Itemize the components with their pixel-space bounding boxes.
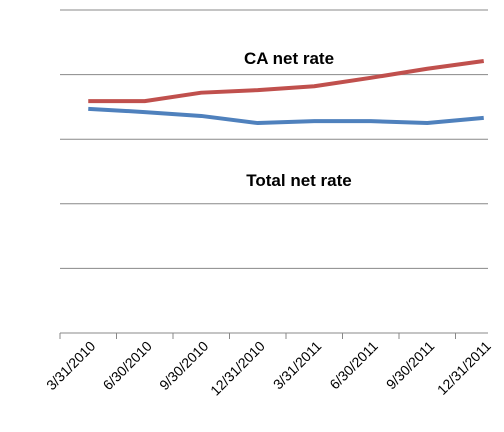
series-line — [88, 59, 485, 104]
x-tick-label: 9/30/2010 — [156, 338, 212, 394]
series-label: CA net rate — [244, 49, 334, 68]
x-tick-label: 6/30/2011 — [326, 338, 381, 393]
x-tick-label: 12/31/2010 — [207, 338, 268, 399]
x-tick-label: 6/30/2010 — [100, 338, 156, 394]
x-tick-label: 3/31/2010 — [43, 338, 99, 394]
x-tick-label: 9/30/2011 — [383, 338, 438, 393]
x-tick-label: 12/31/2011 — [434, 338, 494, 398]
series-line — [88, 106, 484, 126]
x-tick-label: 3/31/2011 — [270, 338, 325, 393]
series-label: Total net rate — [246, 171, 351, 190]
